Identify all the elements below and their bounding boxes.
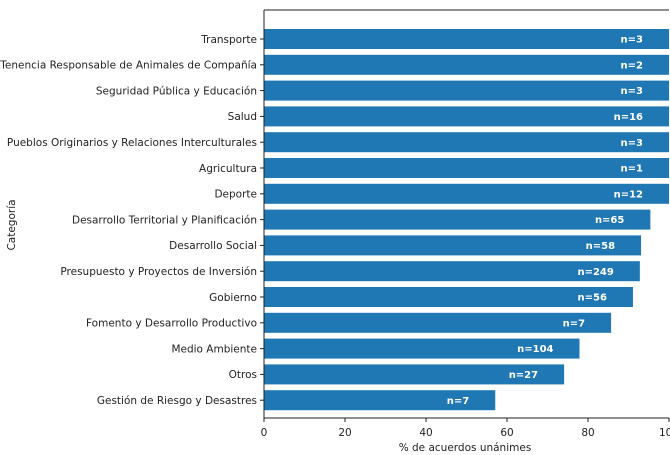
bar	[264, 29, 669, 49]
bar	[264, 287, 633, 307]
count-label: n=12	[614, 189, 643, 200]
count-label: n=3	[621, 35, 643, 46]
x-tick-label: 40	[419, 427, 432, 439]
category-label: Otros	[229, 369, 257, 381]
category-label: Agricultura	[199, 163, 257, 175]
axes	[260, 9, 669, 419]
count-label: n=27	[509, 370, 538, 381]
bar	[264, 364, 565, 385]
bar	[264, 261, 640, 282]
bar	[264, 338, 580, 359]
count-label: n=1	[621, 164, 643, 175]
bar	[264, 390, 496, 411]
bar	[264, 183, 669, 204]
category-label: Transporte	[200, 34, 257, 46]
x-tick-label: 100	[659, 427, 670, 439]
count-label: n=58	[586, 241, 615, 252]
bar	[264, 106, 669, 127]
category-label: Seguridad Pública y Educación	[96, 85, 257, 97]
category-label: Gobierno	[209, 292, 257, 304]
bar	[264, 80, 669, 101]
category-label: Fomento y Desarrollo Productivo	[86, 318, 257, 330]
bar	[264, 158, 669, 178]
bar	[264, 54, 669, 75]
category-label: Deporte	[214, 189, 257, 201]
bar	[264, 132, 669, 153]
category-label: Medio Ambiente	[171, 343, 257, 355]
x-tick-label: 0	[261, 427, 268, 439]
count-label: n=65	[595, 215, 624, 226]
count-labels: n=3 n=2 n=3 n=16 n=3 n=1 n=12 n=65 n=58 n=249 n=56…	[447, 35, 643, 407]
x-tick-label: 80	[581, 427, 594, 439]
x-ticks: 0 20 40 60 80 100	[261, 418, 670, 439]
category-label: Pueblos Originarios y Relaciones Intercu…	[7, 137, 257, 149]
count-label: n=3	[621, 138, 643, 149]
y-axis-title: Categoría	[6, 199, 18, 250]
count-label: n=104	[517, 344, 553, 355]
category-label: Salud	[228, 111, 257, 123]
bar	[264, 312, 612, 333]
count-label: n=2	[621, 60, 643, 71]
category-label: Tenencia Responsable de Animales de Comp…	[0, 60, 257, 72]
count-label: n=3	[621, 86, 643, 97]
x-tick-label: 60	[500, 427, 513, 439]
count-label: n=7	[563, 318, 585, 329]
count-label: n=7	[447, 396, 469, 407]
category-label: Gestión de Riesgo y Desastres	[97, 395, 257, 407]
bar	[264, 209, 651, 230]
category-label: Presupuesto y Proyectos de Inversión	[60, 266, 257, 278]
bars-group	[264, 29, 669, 411]
category-label: Desarrollo Territorial y Planificación	[72, 214, 257, 226]
category-label: Desarrollo Social	[169, 240, 257, 252]
category-labels: Transporte Tenencia Responsable de Animal…	[0, 34, 257, 407]
count-label: n=16	[614, 112, 643, 123]
count-label: n=56	[578, 293, 607, 304]
x-tick-label: 20	[338, 427, 351, 439]
x-axis-title: % de acuerdos unánimes	[399, 442, 532, 454]
count-label: n=249	[577, 267, 613, 278]
bar	[264, 235, 642, 256]
